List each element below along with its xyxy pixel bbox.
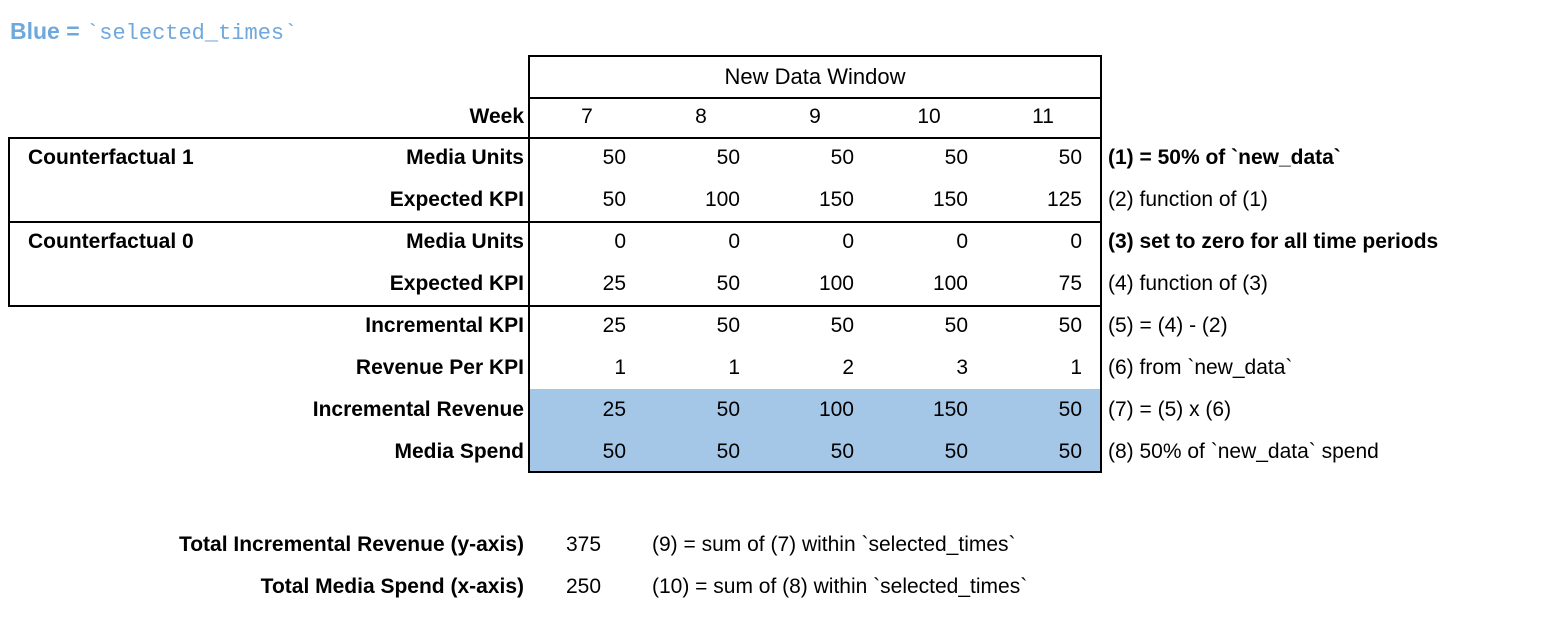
- table-cell: 1: [728, 356, 740, 379]
- divider: [530, 305, 1100, 307]
- divider: [530, 221, 1100, 223]
- total-media-spend-value: 250: [566, 575, 602, 598]
- table-cell: 50: [716, 314, 740, 337]
- table-cell: 50: [1058, 398, 1082, 421]
- table-cell: 50: [602, 440, 626, 463]
- table-cell: 50: [830, 146, 854, 169]
- group-label-counterfactual-0: Counterfactual 0: [28, 230, 194, 253]
- data-table: New Data Window 7 8 9 10 11 50 50 50 50 50 50 100…: [528, 55, 1102, 473]
- table-cell: 50: [944, 314, 968, 337]
- data-row-revenue-per-kpi: 1 1 2 3 1: [530, 347, 1100, 389]
- table-cell: 0: [842, 230, 854, 253]
- table-cell: 0: [956, 230, 968, 253]
- data-row-media-spend: 50 50 50 50 50: [530, 431, 1100, 471]
- week-row-label: Week: [469, 105, 524, 128]
- table-cell: 100: [818, 398, 854, 421]
- table-cell: 50: [716, 398, 740, 421]
- row-label-revenue-per-kpi: Revenue Per KPI: [355, 356, 524, 379]
- table-cell: 150: [932, 398, 968, 421]
- table-cell: 100: [932, 272, 968, 295]
- data-row-media-units-cf1: 50 50 50 50 50: [530, 137, 1100, 179]
- annotation-10: (10) = sum of (8) within `selected_times…: [652, 575, 1028, 598]
- table-cell: 125: [1046, 188, 1082, 211]
- annotation-9: (9) = sum of (7) within `selected_times`: [652, 533, 1016, 556]
- annotation-5: (5) = (4) - (2): [1108, 314, 1228, 337]
- table-cell: 50: [1058, 440, 1082, 463]
- table-cell: 50: [830, 440, 854, 463]
- annotation-2: (2) function of (1): [1108, 188, 1268, 211]
- table-cell: 50: [716, 272, 740, 295]
- table-cell: 50: [944, 440, 968, 463]
- table-cell: 50: [944, 146, 968, 169]
- selected-times-highlight: [530, 389, 1100, 471]
- total-incremental-revenue-label: Total Incremental Revenue (y-axis): [178, 533, 524, 556]
- table-cell: 25: [602, 398, 626, 421]
- data-row-incremental-kpi: 25 50 50 50 50: [530, 305, 1100, 347]
- week-header-row: 7 8 9 10 11: [530, 97, 1100, 137]
- annotation-6: (6) from `new_data`: [1108, 356, 1293, 379]
- table-cell: 50: [602, 188, 626, 211]
- annotation-8: (8) 50% of `new_data` spend: [1108, 440, 1379, 463]
- table-cell: 150: [818, 188, 854, 211]
- table-cell: 50: [716, 440, 740, 463]
- row-label-incremental-revenue: Incremental Revenue: [312, 398, 524, 421]
- data-row-incremental-revenue: 25 50 100 150 50: [530, 389, 1100, 431]
- legend: Blue = `selected_times`: [10, 18, 297, 46]
- new-data-window-header: New Data Window: [724, 64, 906, 89]
- row-label-media-units-cf0: Media Units: [406, 230, 524, 253]
- data-row-media-units-cf0: 0 0 0 0 0: [530, 221, 1100, 263]
- week-cell: 7: [581, 105, 593, 128]
- table-cell: 50: [602, 146, 626, 169]
- annotation-3: (3) set to zero for all time periods: [1108, 230, 1439, 253]
- row-label-media-units-cf1: Media Units: [406, 146, 524, 169]
- table-cell: 3: [956, 356, 968, 379]
- divider: [530, 137, 1100, 139]
- table-cell: 100: [818, 272, 854, 295]
- week-cell: 8: [695, 105, 707, 128]
- table-cell: 2: [842, 356, 854, 379]
- table-cell: 50: [716, 146, 740, 169]
- table-cell: 50: [830, 314, 854, 337]
- week-cell: 9: [809, 105, 821, 128]
- table-cell: 50: [1058, 146, 1082, 169]
- total-incremental-revenue-value: 375: [566, 533, 602, 556]
- table-cell: 0: [728, 230, 740, 253]
- row-label-incremental-kpi: Incremental KPI: [365, 314, 524, 337]
- table-cell: 150: [932, 188, 968, 211]
- table-cell: 50: [1058, 314, 1082, 337]
- annotation-1: (1) = 50% of `new_data`: [1108, 146, 1341, 169]
- table-cell: 25: [602, 272, 626, 295]
- legend-prefix: Blue =: [10, 18, 87, 44]
- annotation-7: (7) = (5) x (6): [1108, 398, 1232, 421]
- table-cell: 0: [614, 230, 626, 253]
- table-cell: 25: [602, 314, 626, 337]
- data-row-expected-kpi-cf1: 50 100 150 150 125: [530, 179, 1100, 221]
- row-label-media-spend: Media Spend: [394, 440, 524, 463]
- week-cell: 11: [1032, 105, 1054, 128]
- legend-code: `selected_times`: [86, 21, 298, 46]
- row-label-expected-kpi-cf1: Expected KPI: [389, 188, 524, 211]
- table-cell: 0: [1070, 230, 1082, 253]
- table-cell: 1: [1070, 356, 1082, 379]
- table-cell: 1: [614, 356, 626, 379]
- row-label-expected-kpi-cf0: Expected KPI: [389, 272, 524, 295]
- table-cell: 100: [704, 188, 740, 211]
- group-label-counterfactual-1: Counterfactual 1: [28, 146, 194, 169]
- annotation-4: (4) function of (3): [1108, 272, 1268, 295]
- data-row-expected-kpi-cf0: 25 50 100 100 75: [530, 263, 1100, 305]
- total-media-spend-label: Total Media Spend (x-axis): [260, 575, 524, 598]
- divider: [530, 97, 1100, 99]
- table-cell: 75: [1058, 272, 1082, 295]
- week-cell: 10: [917, 105, 941, 128]
